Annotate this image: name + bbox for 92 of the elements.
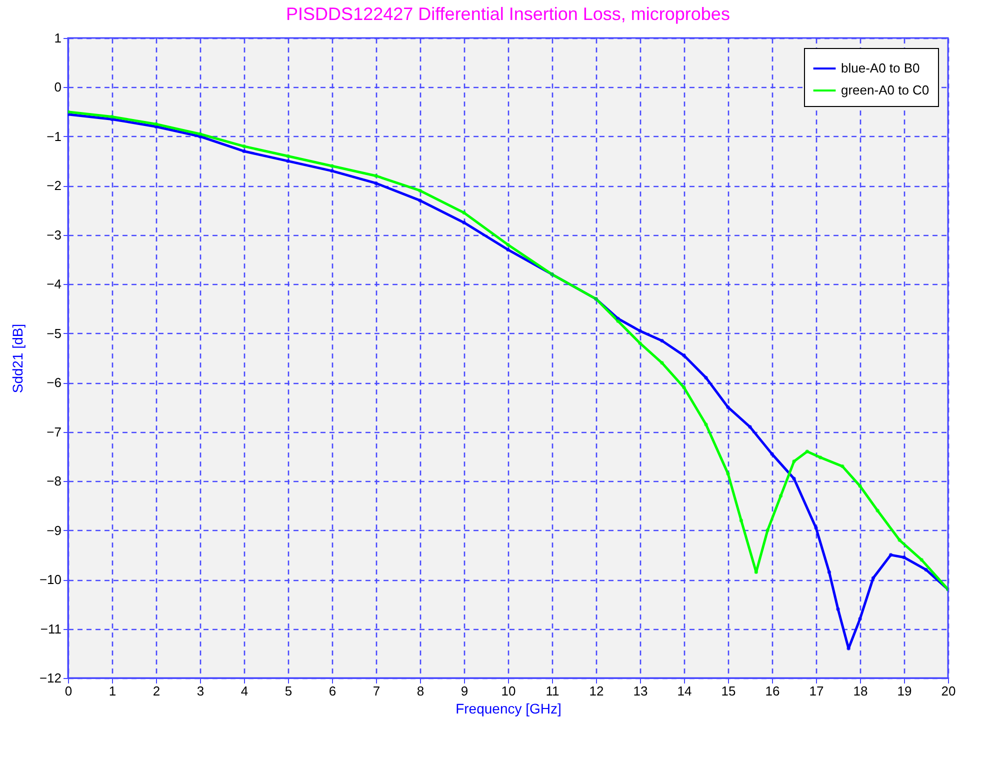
x-tick-label: 17 bbox=[809, 684, 824, 698]
point bbox=[682, 354, 686, 358]
point bbox=[198, 132, 202, 136]
chart-title: PISDDS122427 Differential Insertion Loss, microprobes bbox=[286, 4, 730, 24]
x-tick-label: 7 bbox=[372, 684, 380, 698]
y-tick-label: −10 bbox=[39, 572, 62, 588]
x-tick-label: 16 bbox=[765, 684, 780, 698]
point bbox=[242, 144, 246, 148]
point bbox=[374, 181, 378, 186]
point bbox=[871, 576, 876, 580]
point bbox=[739, 518, 744, 522]
x-tick-label: 8 bbox=[416, 684, 424, 698]
x-tick-label: 18 bbox=[853, 684, 868, 698]
point bbox=[110, 114, 114, 119]
point bbox=[836, 607, 840, 611]
point bbox=[418, 198, 422, 202]
point bbox=[726, 405, 730, 410]
y-tick-label: −4 bbox=[46, 276, 62, 292]
point bbox=[638, 341, 642, 346]
x-tick-label: 4 bbox=[240, 684, 248, 698]
point bbox=[330, 164, 334, 168]
x-tick-label: 20 bbox=[941, 684, 956, 698]
point bbox=[792, 460, 796, 464]
point bbox=[374, 174, 378, 178]
point bbox=[827, 570, 832, 574]
point bbox=[805, 450, 810, 454]
point bbox=[462, 220, 466, 224]
x-axis-title: Frequency [GHz] bbox=[456, 700, 562, 716]
point bbox=[660, 361, 664, 365]
x-tick-label: 1 bbox=[108, 684, 116, 698]
y-tick-label: −6 bbox=[46, 375, 62, 390]
point bbox=[840, 464, 844, 468]
y-tick-label: −7 bbox=[46, 424, 62, 440]
point bbox=[888, 553, 893, 557]
point bbox=[766, 528, 770, 532]
point bbox=[682, 386, 686, 390]
point bbox=[616, 319, 620, 323]
x-tick-label: 9 bbox=[460, 684, 468, 698]
x-tick-label: 0 bbox=[64, 684, 72, 698]
point bbox=[792, 476, 796, 480]
x-tick-label: 19 bbox=[897, 684, 912, 698]
legend-label: green-A0 to C0 bbox=[841, 82, 930, 98]
x-tick-label: 11 bbox=[546, 684, 560, 698]
y-tick-label: −1 bbox=[46, 128, 62, 144]
point bbox=[902, 556, 906, 560]
point bbox=[920, 558, 924, 562]
point bbox=[876, 508, 880, 512]
point bbox=[778, 494, 783, 498]
x-tick-label: 5 bbox=[284, 684, 292, 698]
y-axis-title: Sdd21 [dB] bbox=[9, 324, 26, 394]
point bbox=[154, 122, 158, 126]
point bbox=[846, 646, 850, 650]
x-tick-label: 14 bbox=[677, 684, 692, 698]
point bbox=[858, 484, 862, 488]
point bbox=[286, 159, 290, 163]
point bbox=[726, 472, 730, 476]
point bbox=[704, 422, 708, 426]
x-tick-label: 12 bbox=[589, 684, 604, 698]
y-tick-label: −3 bbox=[46, 227, 62, 242]
point bbox=[286, 154, 290, 158]
point bbox=[242, 149, 246, 154]
point bbox=[858, 617, 862, 621]
y-tick-label: 1 bbox=[54, 30, 62, 46]
point bbox=[770, 452, 774, 456]
y-tick-label: −9 bbox=[46, 522, 62, 538]
x-tick-label: 10 bbox=[501, 684, 516, 698]
point bbox=[330, 169, 334, 173]
x-tick-label: 13 bbox=[633, 684, 648, 698]
point bbox=[638, 329, 642, 333]
y-tick-label: −2 bbox=[46, 178, 62, 194]
y-tick-label: −12 bbox=[39, 670, 62, 686]
legend-label: blue-A0 to B0 bbox=[841, 60, 920, 76]
point bbox=[924, 568, 928, 572]
y-tick-label: −11 bbox=[40, 621, 62, 636]
point bbox=[704, 376, 708, 380]
point bbox=[814, 526, 818, 530]
y-tick-label: −8 bbox=[46, 474, 62, 489]
point bbox=[748, 425, 752, 429]
point bbox=[506, 248, 510, 252]
x-tick-label: 3 bbox=[196, 684, 204, 698]
y-tick-label: 0 bbox=[54, 80, 62, 95]
x-tick-label: 2 bbox=[152, 684, 160, 698]
point bbox=[818, 456, 822, 460]
point bbox=[506, 242, 510, 247]
point bbox=[898, 538, 902, 542]
x-tick-label: 15 bbox=[721, 684, 736, 698]
y-tick-label: −5 bbox=[46, 326, 62, 341]
x-tick-label: 6 bbox=[328, 684, 336, 698]
point bbox=[754, 570, 758, 574]
point bbox=[660, 338, 664, 343]
point bbox=[462, 210, 466, 215]
point bbox=[418, 188, 422, 192]
